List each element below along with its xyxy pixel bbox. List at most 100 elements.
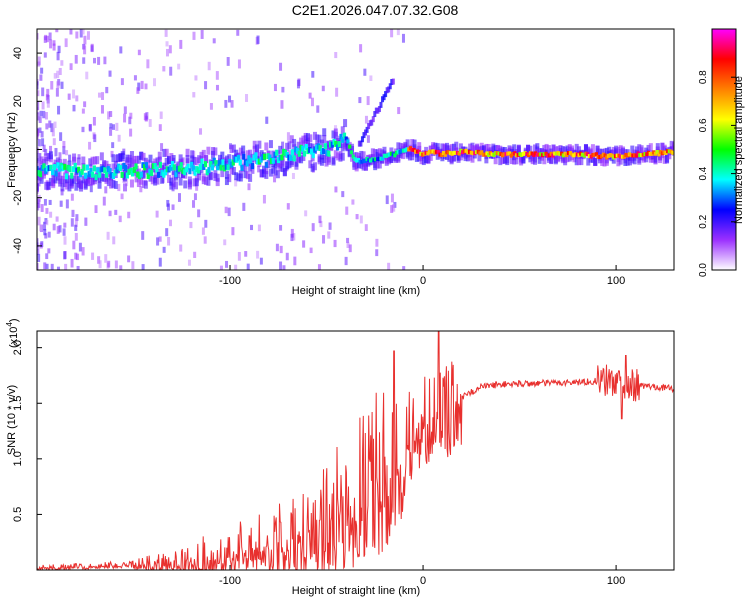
- spectrogram-ridge-cell: [70, 172, 74, 179]
- spectrogram-noise-cell: [334, 125, 338, 132]
- spectrogram-ridge-cell: [250, 163, 255, 170]
- spectrogram-noise-cell: [48, 120, 52, 128]
- spectrogram-ridge-cell: [433, 150, 437, 155]
- spectrogram-halo-cell: [141, 152, 146, 161]
- spectrogram-noise-cell: [70, 258, 74, 268]
- spectrogram-y-tick-label: 40: [12, 47, 24, 59]
- spectrogram-halo-cell: [454, 141, 459, 150]
- spectrogram-halo-cell: [447, 153, 452, 162]
- spectrogram-halo-cell: [72, 175, 77, 184]
- spectrogram-ridge-cell: [45, 165, 50, 172]
- spectrogram-halo-cell: [134, 165, 139, 174]
- spectrogram-halo-cell: [512, 156, 517, 165]
- snr-y-label: SNR (10 * v/v): [6, 385, 18, 455]
- spectrogram-noise-cell: [244, 251, 248, 257]
- spectrogram-ridge-cell: [80, 168, 84, 175]
- spectrogram-ridge-cell: [471, 151, 475, 156]
- spectrogram-halo-cell: [268, 140, 273, 149]
- spectrogram-noise-cell: [63, 222, 67, 228]
- spectrogram-ridge-cell: [466, 150, 470, 155]
- spectrogram-noise-cell: [53, 73, 57, 79]
- spectrogram-noise-cell: [65, 150, 69, 156]
- spectrogram-halo-cell: [85, 175, 90, 184]
- spectrogram-halo-cell: [39, 156, 44, 165]
- spectrogram-noise-cell: [62, 228, 66, 236]
- spectrogram-noise-cell: [334, 186, 338, 193]
- spectrogram-halo-cell: [97, 180, 102, 189]
- spectrogram-halo-cell: [528, 145, 533, 154]
- spectrogram-noise-cell: [141, 264, 145, 270]
- spectrogram-noise-cell: [43, 262, 47, 270]
- spectrogram-noise-cell: [69, 29, 73, 35]
- spectrogram-noise-cell: [396, 29, 400, 36]
- spectrogram-halo-cell: [588, 154, 593, 163]
- spectrogram-halo-cell: [79, 180, 84, 189]
- spectrogram-ridge-cell: [257, 158, 261, 165]
- spectrogram-ridge-cell: [603, 153, 607, 158]
- spectrogram-halo-cell: [289, 158, 294, 167]
- spectrogram-halo-cell: [310, 163, 315, 172]
- spectrogram-noise-cell: [359, 215, 363, 224]
- spectrogram-ridge-cell: [469, 150, 473, 155]
- spectrogram-ridge-cell: [363, 159, 367, 164]
- spectrogram-ridge-cell: [375, 157, 380, 162]
- spectrogram-halo-cell: [412, 139, 417, 148]
- spectrogram-ridge-cell: [593, 152, 597, 157]
- spectrogram-noise-cell: [54, 147, 58, 157]
- spectrogram-ridge-cell: [610, 153, 614, 158]
- spectrogram-halo-cell: [414, 153, 419, 162]
- spectrogram-ridge-cell: [292, 155, 296, 162]
- spectrogram-halo-cell: [574, 157, 579, 166]
- spectrogram-noise-cell: [89, 184, 93, 193]
- spectrogram-noise-cell: [311, 71, 315, 78]
- spectrogram-halo-cell: [595, 145, 600, 154]
- spectrogram-noise-cell: [94, 205, 98, 214]
- spectrogram-ridge-cell: [203, 161, 208, 168]
- spectrogram-halo-cell: [421, 157, 426, 166]
- spectrogram-ridge-cell: [275, 149, 279, 156]
- spectrogram-noise-cell: [345, 206, 349, 215]
- spectrogram-noise-cell: [53, 121, 57, 129]
- spectrogram-halo-cell: [178, 154, 183, 163]
- spectrogram-ridge-cell: [115, 167, 119, 174]
- spectrogram-ridge-cell: [101, 165, 105, 172]
- spectrogram-halo-cell: [125, 166, 130, 175]
- spectrogram-noise-cell: [401, 33, 405, 43]
- spectrogram-ridge-cell: [216, 164, 220, 171]
- spectrogram-noise-cell: [237, 251, 241, 261]
- spectrogram-halo-cell: [215, 178, 220, 187]
- spectrogram-ridge-cell: [634, 153, 638, 158]
- spectrogram-halo-cell: [53, 175, 58, 184]
- spectrogram-halo-cell: [301, 153, 306, 162]
- spectrogram-halo-cell: [630, 155, 635, 164]
- spectrogram-halo-cell: [484, 143, 489, 152]
- spectrogram-halo-cell: [403, 141, 408, 150]
- spectrogram-noise-cell: [109, 127, 113, 136]
- spectrogram-halo-cell: [482, 145, 487, 154]
- spectrogram-ridge-cell: [382, 153, 387, 158]
- spectrogram-y-ticks: -40 -20 0 20 40: [12, 47, 42, 254]
- spectrogram-ridge-cell: [454, 150, 458, 155]
- spectrogram-halo-cell: [352, 161, 357, 170]
- spectrogram-x-ticks: -100 0 100: [219, 265, 625, 287]
- spectrogram-noise-cell: [203, 236, 207, 244]
- spectrogram-ridge-cell: [631, 153, 635, 158]
- spectrogram-halo-cell: [88, 158, 93, 167]
- spectrogram-halo-cell: [231, 167, 236, 176]
- spectrogram-noise-cell: [76, 253, 80, 261]
- spectrogram-ridge-cell: [622, 154, 626, 159]
- spectrogram-ridge-cell: [184, 166, 189, 173]
- spectrogram-ridge-cell: [421, 152, 425, 157]
- spectrogram-noise-cell: [93, 57, 97, 64]
- spectrogram-halo-cell: [67, 175, 72, 184]
- spectrogram-ridge-cell: [377, 156, 381, 161]
- spectrogram-halo-cell: [176, 169, 181, 178]
- spectrogram-ridge-cell: [327, 150, 331, 157]
- spectrogram-ridge-cell: [617, 153, 621, 158]
- spectrogram-ridge-cell: [568, 151, 572, 156]
- spectrogram-halo-cell: [236, 173, 241, 182]
- spectrogram-halo-cell: [83, 181, 88, 190]
- spectrogram-noise-cell: [200, 30, 204, 39]
- spectrogram-ridge-cell: [94, 174, 98, 181]
